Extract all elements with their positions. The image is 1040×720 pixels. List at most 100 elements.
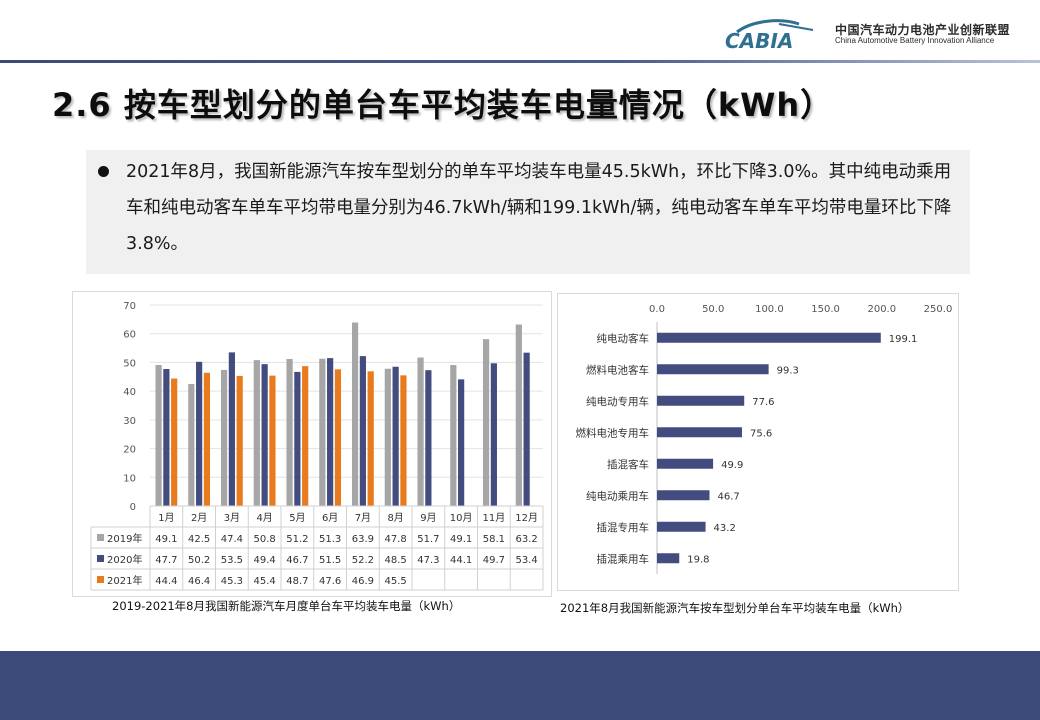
org-name-cn: 中国汽车动力电池产业创新联盟 bbox=[834, 23, 1010, 37]
bar-纯电动专用车 bbox=[657, 395, 745, 406]
x-tick-label: 0.0 bbox=[649, 304, 665, 315]
table-cell: 63.2 bbox=[515, 534, 537, 545]
bar-2020年-12月 bbox=[523, 352, 530, 506]
monthly-chart-svg: 0 10 20 30 40 50 60 70 1月 2月 3月 4月 5月 6月 7月 8月 9月 10月 11月 1… bbox=[90, 301, 544, 591]
table-cell: 47.3 bbox=[417, 555, 439, 566]
bar-纯电动乘用车 bbox=[657, 490, 710, 501]
legend-label: 2019年 bbox=[107, 532, 142, 545]
month-label: 5月 bbox=[289, 512, 305, 524]
bar-2020年-6月 bbox=[327, 358, 334, 506]
bar-2020年-1月 bbox=[163, 369, 170, 506]
table-cell: 47.7 bbox=[155, 555, 177, 566]
table-cell: 48.5 bbox=[384, 555, 406, 566]
monthly-chart-caption: 2019-2021年8月我国新能源汽车月度单台车平均装车电量（kWh） bbox=[112, 599, 461, 613]
bar-插混客车 bbox=[657, 458, 714, 469]
summary-box: 2021年8月，我国新能源汽车按车型划分的单车平均装车电量45.5kWh，环比下… bbox=[86, 150, 970, 274]
table-cell: 51.5 bbox=[319, 555, 341, 566]
table-cell: 51.3 bbox=[319, 534, 341, 545]
bar-2019年-12月 bbox=[515, 324, 522, 506]
value-label: 43.2 bbox=[714, 523, 736, 534]
vehicle-type-chart: 0.0 50.0 100.0 150.0 200.0 250.0 纯电动客车 199.1 燃料电… bbox=[557, 293, 959, 591]
table-cell: 44.1 bbox=[450, 555, 472, 566]
legend-key-2020年 bbox=[97, 555, 104, 562]
x-tick-label: 150.0 bbox=[811, 304, 840, 315]
bar-2020年-7月 bbox=[359, 356, 366, 506]
bar-2020年-4月 bbox=[261, 364, 268, 506]
table-cell: 50.8 bbox=[253, 534, 275, 545]
month-label: 2月 bbox=[191, 512, 207, 524]
table-cell: 44.4 bbox=[155, 576, 177, 587]
table-cell: 45.5 bbox=[384, 576, 406, 587]
table-cell: 49.7 bbox=[483, 555, 505, 566]
value-label: 75.6 bbox=[750, 428, 772, 439]
table-cell: 51.7 bbox=[417, 534, 439, 545]
bar-2020年-2月 bbox=[196, 361, 203, 506]
bar-2020年-10月 bbox=[458, 379, 465, 506]
table-cell: 53.4 bbox=[515, 555, 537, 566]
header-divider bbox=[0, 60, 1040, 63]
bar-2019年-6月 bbox=[319, 358, 326, 506]
y-tick-label: 0 bbox=[130, 502, 136, 513]
bar-2019年-4月 bbox=[253, 360, 260, 506]
bar-燃料电池专用车 bbox=[657, 427, 742, 438]
summary-text: 2021年8月，我国新能源汽车按车型划分的单车平均装车电量45.5kWh，环比下… bbox=[126, 162, 952, 254]
monthly-chart: 0 10 20 30 40 50 60 70 1月 2月 3月 4月 5月 6月 7月 8月 9月 10月 11月 1… bbox=[72, 291, 552, 597]
table-cell: 47.4 bbox=[221, 534, 243, 545]
y-tick-label: 20 bbox=[123, 445, 136, 456]
category-label: 插混客车 bbox=[607, 458, 649, 471]
table-cell: 45.4 bbox=[253, 576, 275, 587]
x-tick-label: 250.0 bbox=[924, 304, 953, 315]
category-label: 燃料电池专用车 bbox=[576, 426, 650, 439]
value-label: 19.8 bbox=[687, 554, 709, 565]
bar-2021年-4月 bbox=[269, 375, 276, 506]
table-cell: 52.2 bbox=[352, 555, 374, 566]
bar-2019年-8月 bbox=[384, 368, 391, 506]
category-label: 插混乘用车 bbox=[597, 552, 650, 565]
bar-2021年-8月 bbox=[400, 375, 407, 506]
legend-label: 2021年 bbox=[107, 574, 142, 587]
bar-2020年-3月 bbox=[228, 352, 235, 506]
bar-插混乘用车 bbox=[657, 553, 680, 564]
legend-key-2021年 bbox=[97, 576, 104, 583]
bullet-icon bbox=[98, 166, 109, 177]
org-name-en: China Automotive Battery Innovation Alli… bbox=[834, 36, 995, 46]
alliance-logo: CABIA 中国汽车动力电池产业创新联盟 China Automotive Ba… bbox=[719, 18, 1010, 52]
bar-2019年-5月 bbox=[286, 358, 293, 506]
page-title: 2.6 按车型划分的单台车平均装车电量情况（kWh） bbox=[52, 86, 834, 124]
bar-2020年-9月 bbox=[425, 370, 432, 506]
table-cell: 47.6 bbox=[319, 576, 341, 587]
month-label: 4月 bbox=[256, 512, 272, 524]
table-cell: 49.4 bbox=[253, 555, 275, 566]
y-tick-label: 40 bbox=[123, 387, 136, 398]
table-cell: 58.1 bbox=[483, 534, 505, 545]
legend-label: 2020年 bbox=[107, 553, 142, 566]
month-label: 1月 bbox=[158, 512, 174, 524]
bar-2019年-9月 bbox=[417, 357, 424, 506]
y-tick-label: 10 bbox=[123, 473, 136, 484]
bar-2021年-2月 bbox=[203, 372, 211, 506]
cabia-logo-icon: CABIA bbox=[725, 19, 814, 52]
y-tick-label: 70 bbox=[123, 301, 136, 312]
table-cell: 42.5 bbox=[188, 534, 210, 545]
category-label: 插混专用车 bbox=[597, 521, 650, 534]
y-tick-label: 50 bbox=[123, 358, 136, 369]
bar-插混专用车 bbox=[657, 521, 706, 532]
table-cell: 45.3 bbox=[221, 576, 243, 587]
category-label: 纯电动客车 bbox=[597, 332, 650, 345]
table-cell: 53.5 bbox=[221, 555, 243, 566]
table-cell: 50.2 bbox=[188, 555, 210, 566]
table-cell: 47.8 bbox=[384, 534, 406, 545]
bar-2021年-3月 bbox=[236, 375, 243, 506]
x-tick-label: 200.0 bbox=[867, 304, 896, 315]
category-label: 纯电动专用车 bbox=[586, 395, 649, 408]
vehicle-type-chart-svg: 0.0 50.0 100.0 150.0 200.0 250.0 纯电动客车 199.1 燃料电… bbox=[576, 304, 953, 574]
bar-2021年-1月 bbox=[171, 378, 178, 506]
bar-2019年-7月 bbox=[351, 322, 359, 506]
bar-2019年-1月 bbox=[155, 365, 162, 506]
bar-2020年-8月 bbox=[392, 366, 399, 506]
month-label: 10月 bbox=[450, 512, 473, 524]
table-cell: 48.7 bbox=[286, 576, 308, 587]
vehicle-type-chart-caption: 2021年8月我国新能源汽车按车型划分单台车平均装车电量（kWh） bbox=[560, 601, 910, 615]
table-cell: 49.1 bbox=[155, 534, 177, 545]
bar-2020年-5月 bbox=[294, 371, 301, 506]
